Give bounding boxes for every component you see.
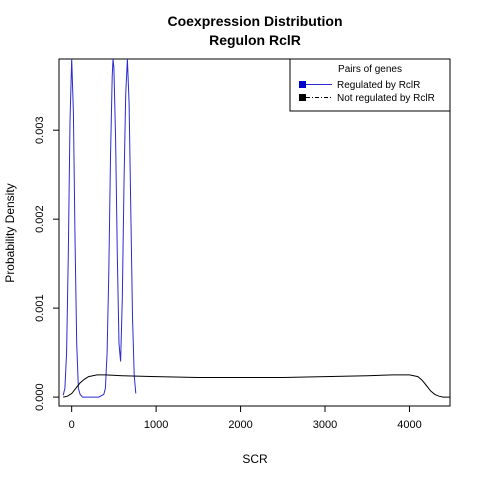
x-tick-label: 3000 [313, 419, 337, 431]
x-axis: 0 1000 2000 3000 4000 [69, 406, 422, 431]
legend-swatch-regulated [299, 81, 306, 88]
x-tick-label: 4000 [397, 419, 421, 431]
series-layer [62, 58, 450, 398]
x-axis-label: SCR [242, 452, 268, 466]
x-tick-label: 2000 [228, 419, 252, 431]
x-tick-label: 1000 [144, 419, 168, 431]
legend-title: Pairs of genes [338, 64, 402, 75]
plot-frame [58, 58, 451, 407]
series-line-not-regulated-by-rclr [63, 374, 450, 398]
x-tick-label: 0 [69, 419, 75, 431]
legend-swatch-not-regulated [299, 94, 306, 101]
legend: Pairs of genes Regulated by RclR Not reg… [289, 58, 451, 112]
y-tick-label: 0.002 [34, 205, 46, 233]
chart-subtitle: Regulon RclR [209, 32, 301, 48]
legend-label-regulated: Regulated by RclR [337, 80, 420, 91]
chart-title: Coexpression Distribution [167, 13, 342, 29]
y-tick-label: 0.003 [34, 116, 46, 144]
y-tick-label: 0.001 [34, 294, 46, 322]
series-line-regulated-by-rclr [62, 58, 137, 398]
y-tick-label: 0.000 [34, 383, 46, 411]
legend-label-not-regulated: Not regulated by RclR [337, 93, 435, 104]
y-axis-label: Probability Density [3, 183, 17, 282]
y-axis: 0.000 0.001 0.002 0.003 [34, 116, 59, 411]
